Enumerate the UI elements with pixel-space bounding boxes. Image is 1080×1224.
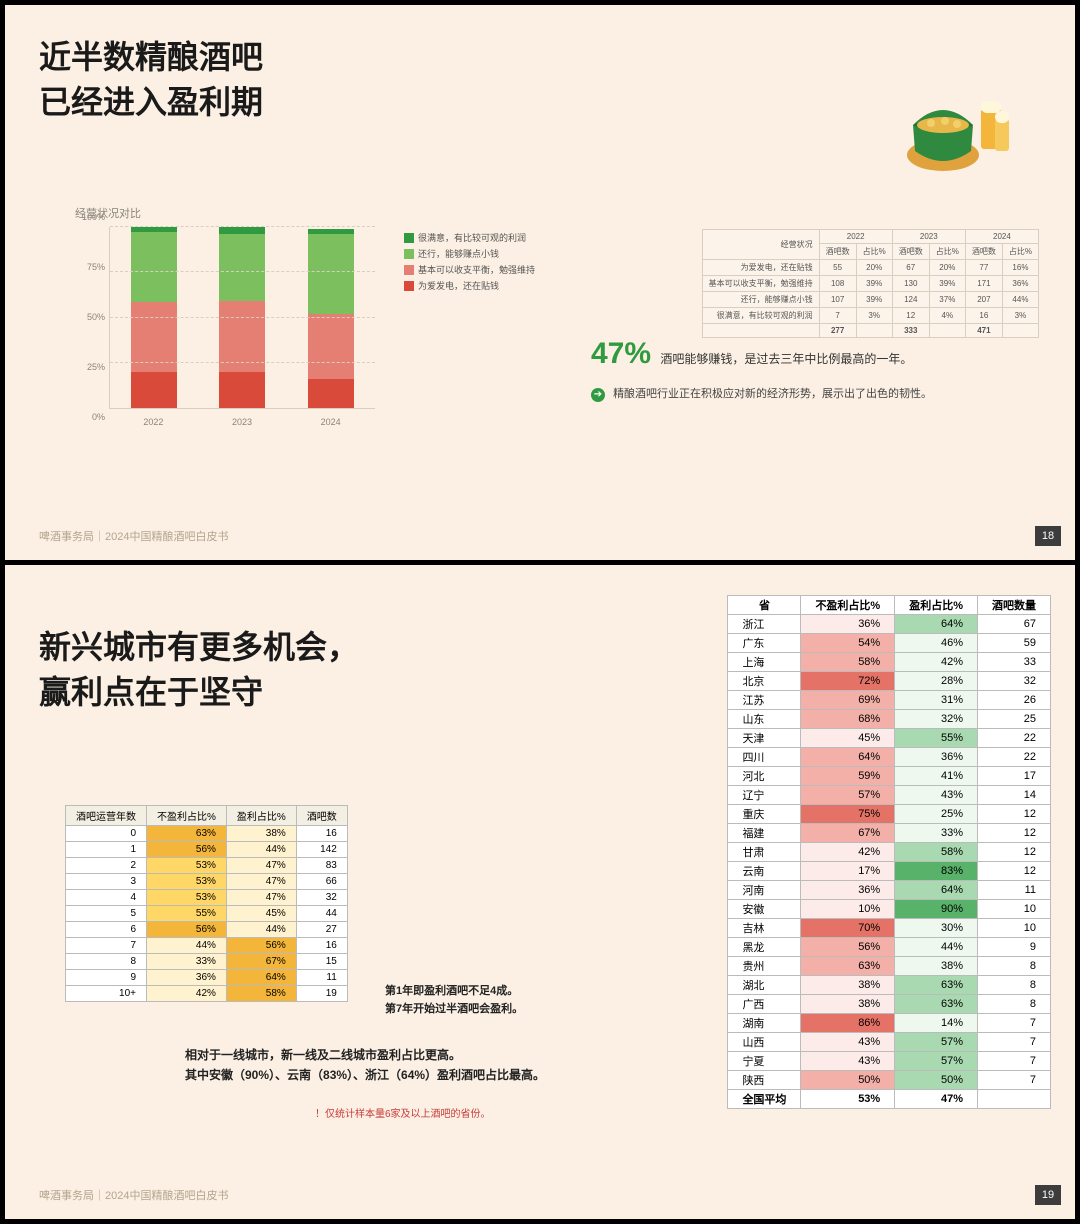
pot-of-gold-icon xyxy=(895,75,1015,180)
chart-legend: 很满意，有比较可观的利润还行，能够赚点小钱基本可以收支平衡，勉强维持为爱发电，还… xyxy=(404,231,535,295)
xtick: 2022 xyxy=(143,417,163,427)
stat-text: 酒吧能够赚钱，是过去三年中比例最高的一年。 xyxy=(660,352,912,366)
stacked-bar-chart: 经营状况对比 0% 25% 50% 75% 100% 2022 2023 2024 很满意，… xyxy=(75,205,535,427)
title-line2: 赢利点在于坚守 xyxy=(39,674,263,710)
x-axis: 2022 2023 2024 xyxy=(109,417,375,427)
ytick: 0% xyxy=(92,412,105,422)
bar-segment xyxy=(308,379,354,408)
bar-column xyxy=(308,227,354,408)
xtick: 2024 xyxy=(321,417,341,427)
bar-segment xyxy=(131,232,177,302)
bar-segment xyxy=(308,314,354,379)
stat-percentage: 47% xyxy=(591,337,651,370)
page-18: 近半数精酿酒吧 已经进入盈利期 经营状况对比 0% 25% 50% 75% 100% xyxy=(5,5,1075,565)
title-line1: 近半数精酿酒吧 xyxy=(39,39,263,75)
note2-line1: 相对于一线城市，新一线及二线城市盈利占比更高。 xyxy=(185,1048,461,1062)
ytick: 75% xyxy=(87,262,105,272)
y-axis: 0%25%50%75%100% xyxy=(75,227,109,427)
page-number: 18 xyxy=(1035,526,1061,546)
page-number: 19 xyxy=(1035,1185,1061,1205)
page-title: 近半数精酿酒吧 已经进入盈利期 xyxy=(39,35,1041,125)
subtext-content: 精酿酒吧行业正在积极应对新的经济形势，展示出了出色的韧性。 xyxy=(613,388,932,400)
highlight-stat: 47% 酒吧能够赚钱，是过去三年中比例最高的一年。 ➔ 精酿酒吧行业正在积极应对… xyxy=(591,337,1041,402)
arrow-right-icon: ➔ xyxy=(591,388,605,402)
stat-subtext: ➔ 精酿酒吧行业正在积极应对新的经济形势，展示出了出色的韧性。 xyxy=(591,385,1041,402)
note2-line2: 其中安徽（90%）、云南（83%）、浙江（64%）盈利酒吧占比最高。 xyxy=(185,1068,545,1082)
bar-segment xyxy=(219,234,265,301)
ytick: 50% xyxy=(87,312,105,322)
province-profitability-table: 省不盈利占比%盈利占比%酒吧数量浙江36%64%67广东54%46%59上海58… xyxy=(727,595,1051,1109)
annotation-footnote: ！仅统计样本量6家及以上酒吧的省份。 xyxy=(315,1105,491,1120)
page-footer: 啤酒事务局｜2024中国精酿酒吧白皮书 xyxy=(39,1187,228,1203)
bar-segment xyxy=(219,227,265,234)
ytick: 25% xyxy=(87,362,105,372)
legend-item: 很满意，有比较可观的利润 xyxy=(404,231,535,244)
title-line2: 已经进入盈利期 xyxy=(39,84,263,120)
note1-line1: 第1年即盈利酒吧不足4成。 xyxy=(385,985,518,997)
chart-title: 经营状况对比 xyxy=(75,205,535,221)
title-line1: 新兴城市有更多机会， xyxy=(39,629,359,665)
legend-item: 基本可以收支平衡，勉强维持 xyxy=(404,263,535,276)
bar-segment xyxy=(219,372,265,408)
chart-plot xyxy=(109,227,375,409)
page-footer: 啤酒事务局｜2024中国精酿酒吧白皮书 xyxy=(39,528,228,544)
note1-line2: 第7年开始过半酒吧会盈利。 xyxy=(385,1003,523,1015)
bar-column xyxy=(219,227,265,408)
xtick: 2023 xyxy=(232,417,252,427)
ytick: 100% xyxy=(82,212,105,222)
legend-item: 为爱发电，还在贴钱 xyxy=(404,279,535,292)
annotation-years: 第1年即盈利酒吧不足4成。 第7年开始过半酒吧会盈利。 xyxy=(385,983,523,1018)
status-data-table: 经营状况202220232024酒吧数占比%酒吧数占比%酒吧数占比%为爱发电，还… xyxy=(702,229,1039,338)
bar-column xyxy=(131,227,177,408)
years-profitability-table: 酒吧运营年数不盈利占比%盈利占比%酒吧数063%38%16156%44%1422… xyxy=(65,805,348,1002)
bar-segment xyxy=(308,234,354,314)
legend-item: 还行，能够赚点小钱 xyxy=(404,247,535,260)
bar-segment xyxy=(131,372,177,408)
page-19: 新兴城市有更多机会， 赢利点在于坚守 酒吧运营年数不盈利占比%盈利占比%酒吧数0… xyxy=(5,565,1075,1219)
annotation-cities: 相对于一线城市，新一线及二线城市盈利占比更高。 其中安徽（90%）、云南（83%… xyxy=(185,1045,545,1086)
